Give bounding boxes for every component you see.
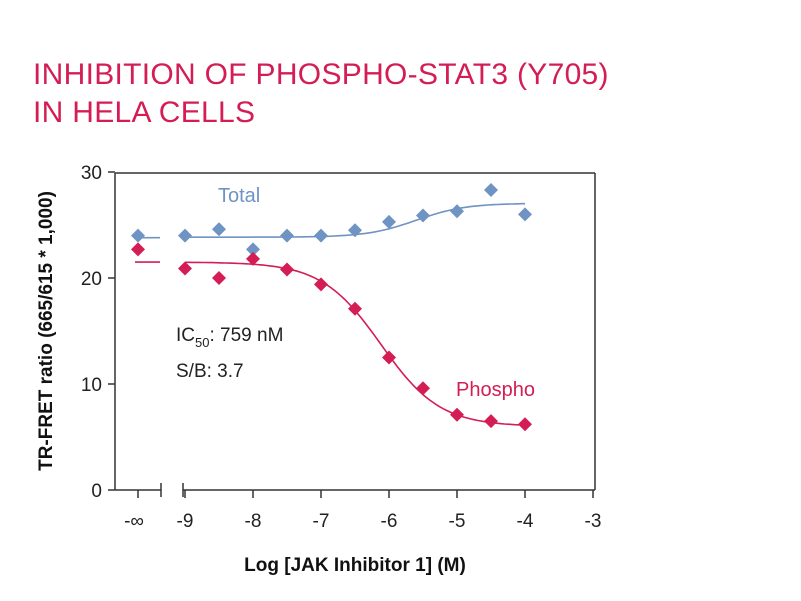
x-axis-label: Log [JAK Inhibitor 1] (M) [244, 555, 466, 576]
data-point-phospho [382, 350, 396, 365]
data-point-total [450, 204, 464, 219]
data-point-total [178, 228, 192, 243]
data-point-phospho [178, 261, 192, 276]
data-point-total [280, 228, 294, 243]
data-point-total [382, 214, 396, 229]
data-point-total [212, 222, 226, 237]
data-point-total-baseline [131, 228, 145, 243]
x-tick-label: -9 [177, 511, 194, 532]
data-point-total [416, 208, 430, 223]
x-tick-label: -3 [585, 511, 602, 532]
x-tick-label: -8 [245, 511, 262, 532]
data-point-total [246, 242, 260, 257]
data-point-total [314, 228, 328, 243]
data-point-phospho-baseline [131, 242, 145, 257]
x-tick-label: -6 [381, 511, 398, 532]
data-point-total [518, 207, 532, 222]
ic50-annotation: IC50: 759 nM [176, 325, 283, 350]
data-point-phospho [518, 417, 532, 432]
ic50-value: : 759 nM [209, 325, 283, 346]
x-tick-label: -4 [517, 511, 534, 532]
y-tick-label: 20 [81, 269, 102, 290]
data-point-phospho [416, 381, 430, 396]
chart-title: INHIBITION OF PHOSPHO-STAT3 (Y705) IN HE… [33, 56, 609, 132]
y-tick-label: 0 [91, 481, 102, 502]
data-point-phospho [450, 407, 464, 422]
x-tick-label: -5 [449, 511, 466, 532]
sb-annotation: S/B: 3.7 [176, 361, 244, 382]
y-tick-label: 30 [81, 163, 102, 184]
series-label-phospho: Phospho [456, 379, 535, 401]
chart-title-line-1: INHIBITION OF PHOSPHO-STAT3 (Y705) [33, 58, 609, 91]
data-point-total [484, 183, 498, 198]
x-tick-label: -∞ [124, 511, 144, 532]
y-axis-label: TR-FRET ratio (665/615 * 1,000) [36, 191, 57, 471]
y-tick-label: 10 [81, 375, 102, 396]
x-tick-label: -7 [313, 511, 330, 532]
series-label-total: Total [218, 185, 260, 207]
ic50-subscript: 50 [195, 335, 209, 350]
data-point-phospho [212, 271, 226, 285]
data-point-phospho [348, 301, 362, 316]
chart-title-line-2: IN HELA CELLS [33, 96, 256, 129]
data-point-phospho [246, 251, 260, 266]
data-point-total [348, 223, 362, 238]
data-point-phospho [484, 414, 498, 429]
data-point-phospho [314, 277, 328, 292]
data-point-phospho [280, 262, 294, 277]
ic50-prefix: IC [176, 325, 195, 346]
